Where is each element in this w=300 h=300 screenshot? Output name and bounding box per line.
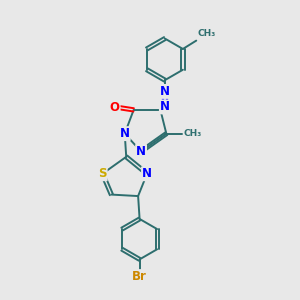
Text: N: N xyxy=(160,85,170,98)
Text: N: N xyxy=(120,127,130,140)
Text: N: N xyxy=(136,145,146,158)
Text: S: S xyxy=(98,167,107,180)
Text: Br: Br xyxy=(132,270,147,283)
Text: N: N xyxy=(142,167,152,180)
Text: CH₃: CH₃ xyxy=(198,29,216,38)
Text: CH₃: CH₃ xyxy=(184,129,202,138)
Text: O: O xyxy=(110,101,120,114)
Text: N: N xyxy=(160,100,170,113)
